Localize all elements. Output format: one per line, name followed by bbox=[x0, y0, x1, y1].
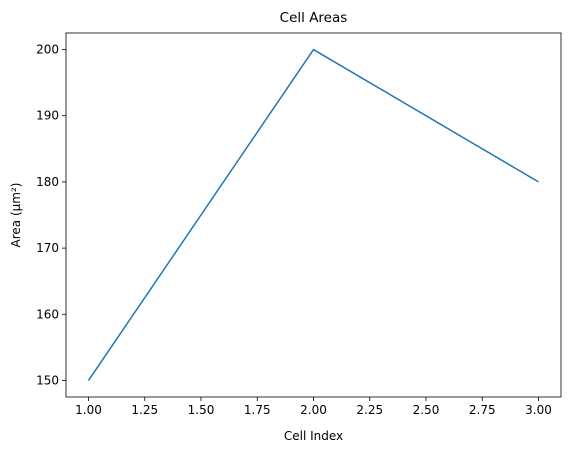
y-tick-label: 180 bbox=[36, 175, 59, 189]
y-tick-label: 160 bbox=[36, 307, 59, 321]
chart-title: Cell Areas bbox=[280, 10, 348, 26]
x-tick-label: 1.25 bbox=[131, 403, 158, 417]
plot-frame bbox=[65, 32, 562, 398]
x-axis-label: Cell Index bbox=[284, 429, 343, 443]
y-axis-label: Area (µm²) bbox=[9, 183, 23, 248]
x-tick-label: 1.75 bbox=[244, 403, 271, 417]
series-line bbox=[87, 48, 539, 381]
x-tick-label: 2.75 bbox=[469, 403, 496, 417]
x-tick-label: 1.00 bbox=[75, 403, 102, 417]
x-tick-label: 1.50 bbox=[188, 403, 215, 417]
x-tick-label: 2.00 bbox=[300, 403, 327, 417]
y-tick-label: 200 bbox=[36, 43, 59, 57]
plot-area: 1.00 1.25 1.50 1.75 2.00 2.25 2.50 2.75 3.00 150 1… bbox=[36, 32, 562, 417]
x-tick-label: 2.25 bbox=[356, 403, 383, 417]
y-tick-label: 170 bbox=[36, 241, 59, 255]
x-tick-label: 2.50 bbox=[413, 403, 440, 417]
y-tick-label: 190 bbox=[36, 109, 59, 123]
y-tick-label: 150 bbox=[36, 373, 59, 387]
x-tick-label: 3.00 bbox=[525, 403, 552, 417]
